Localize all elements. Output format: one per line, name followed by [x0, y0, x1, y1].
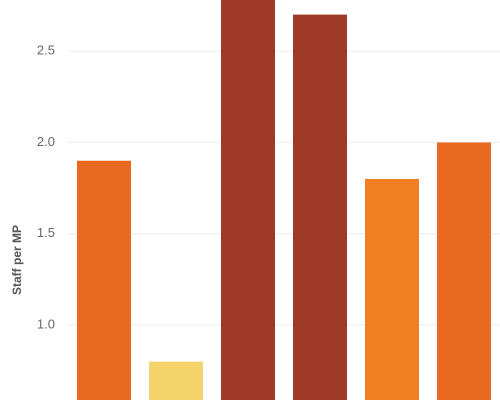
bar [365, 178, 419, 400]
bar [293, 14, 347, 400]
y-tick-label: 2.0 [37, 134, 55, 149]
y-tick-label: 1.5 [37, 225, 55, 240]
bar [149, 361, 203, 400]
bar [77, 160, 131, 400]
plot-area [68, 0, 500, 400]
y-tick-label: 2.5 [37, 43, 55, 58]
bar [437, 142, 491, 400]
y-axis-label: Staff per MP [10, 225, 24, 295]
bar [221, 0, 275, 400]
y-tick-label: 1.0 [37, 317, 55, 332]
